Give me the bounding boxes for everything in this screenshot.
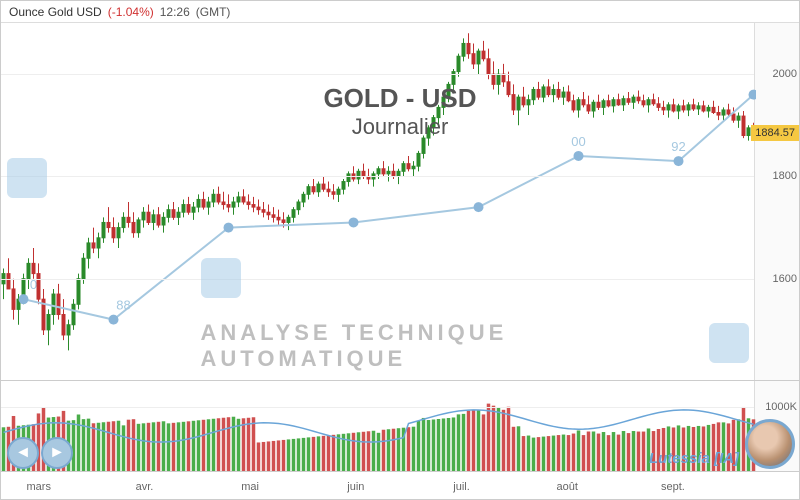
avatar-icon[interactable] [745,419,795,469]
nav-prev-button[interactable]: ◄ [7,437,39,469]
xaxis: mars avr. mai juin juil. août sept. [1,471,799,499]
xaxis-tick: mai [241,481,259,493]
tool-icon-1[interactable] [7,158,47,198]
xaxis-tick: avr. [136,481,154,493]
brand-label: Lutessia [IA] [649,450,739,467]
xaxis-tick: sept. [661,481,685,493]
volume-panel[interactable]: 1000K Lutessia [IA] ◄ ► [1,381,799,471]
chart-container: Ounce Gold USD (-1.04%) 12:26 (GMT) 0880… [0,0,800,500]
xaxis-tick: mars [27,481,51,493]
timestamp: 12:26 [160,5,190,19]
svg-text:88: 88 [116,298,130,313]
nav-next-button[interactable]: ► [41,437,73,469]
price-change: (-1.04%) [108,5,154,19]
instrument-name: Ounce Gold USD [9,5,102,19]
svg-text:00: 00 [571,134,585,149]
chart-header: Ounce Gold USD (-1.04%) 12:26 (GMT) [1,1,799,23]
chart-type-icon[interactable] [709,323,749,363]
xaxis-tick: août [557,481,578,493]
xaxis-tick: juil. [453,481,470,493]
nav-arrows: ◄ ► [7,437,73,469]
volume-chart-svg [1,381,756,471]
price-chart-svg: 0880092 [1,23,756,381]
current-price-tag: 1884.57 [751,125,799,141]
svg-text:92: 92 [671,139,685,154]
price-panel[interactable]: 0880092 160018002000 GOLD - USD Journali… [1,23,799,381]
xaxis-tick: juin [347,481,364,493]
timezone: (GMT) [196,5,231,19]
arrow-icon[interactable] [201,258,241,298]
